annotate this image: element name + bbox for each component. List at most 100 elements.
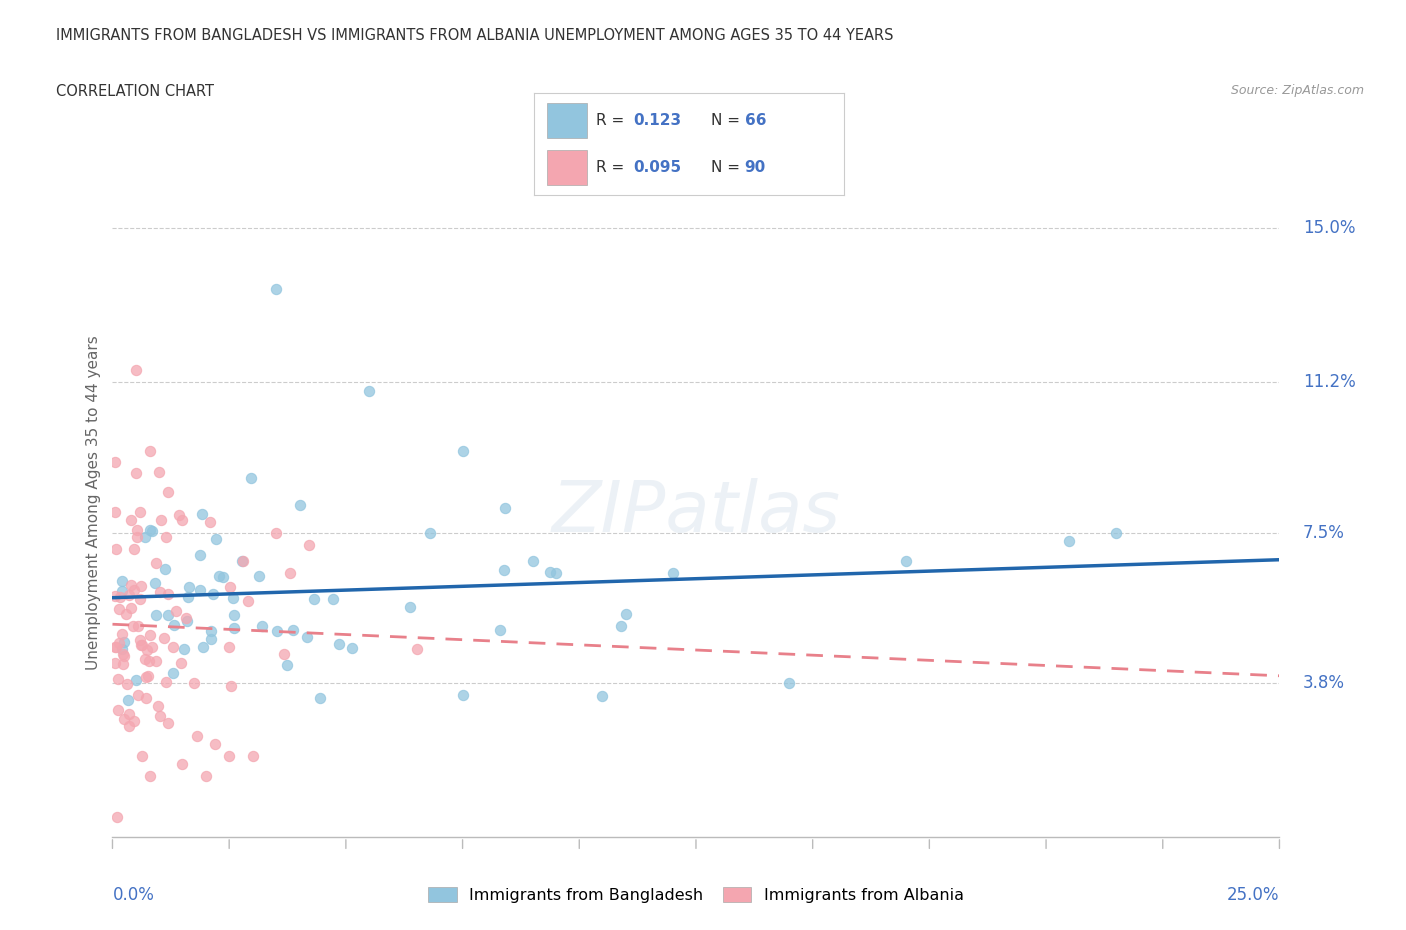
Point [177,579,200,594]
Point [186,728,208,743]
Point [145,654,167,669]
Text: R =: R = [596,113,630,128]
Text: Source: ZipAtlas.com: Source: ZipAtlas.com [1230,84,1364,97]
Point [406,642,429,657]
Point [135,690,157,705]
Point [304,591,326,606]
Point [104,640,127,655]
Point [145,556,167,571]
Point [200,631,222,646]
Point [276,658,298,672]
Point [231,554,253,569]
Point [120,601,142,616]
Point [191,507,214,522]
Text: IMMIGRANTS FROM BANGLADESH VS IMMIGRANTS FROM ALBANIA UNEMPLOYMENT AMONG AGES 35: IMMIGRANTS FROM BANGLADESH VS IMMIGRANTS… [56,28,894,43]
Point [398,600,420,615]
Point [128,632,150,647]
Point [149,709,172,724]
Point [157,716,180,731]
Point [340,641,363,656]
Point [522,553,544,568]
Point [129,592,152,607]
Point [163,618,186,632]
Point [204,532,226,547]
Point [149,585,172,600]
Point [247,568,270,583]
Point [198,515,221,530]
Point [544,565,567,580]
Point [122,582,145,597]
Point [591,688,613,703]
Point [105,542,128,557]
Point [538,565,561,579]
Point [118,588,141,603]
Point [188,548,211,563]
Point [278,565,301,580]
Point [232,553,254,568]
Point [359,383,381,398]
Point [156,607,179,622]
Point [295,630,318,644]
Point [135,643,157,658]
Y-axis label: Unemployment Among Ages 35 to 44 years: Unemployment Among Ages 35 to 44 years [86,335,101,670]
Point [309,690,332,705]
Text: 15.0%: 15.0% [1303,219,1355,237]
Point [322,591,344,606]
Point [173,642,195,657]
Point [111,583,134,598]
Point [127,618,149,633]
Point [135,670,157,684]
Point [143,576,166,591]
Point [120,578,142,592]
Point [194,769,217,784]
Point [183,675,205,690]
Point [115,677,138,692]
Point [129,578,152,593]
Point [207,569,229,584]
Point [127,688,149,703]
Point [1105,525,1128,540]
Point [112,711,135,726]
Point [139,769,162,784]
Point [288,498,311,512]
Point [242,749,264,764]
Bar [547,151,586,185]
Point [419,525,441,540]
Text: 11.2%: 11.2% [1303,374,1355,392]
Point [122,713,145,728]
Point [236,594,259,609]
Point [778,675,800,690]
Point [141,640,163,655]
Point [494,563,516,578]
Point [177,590,200,604]
Point [204,737,226,751]
Point [610,618,633,633]
Point [193,639,215,654]
Point [488,623,510,638]
Point [125,530,148,545]
Point [281,623,304,638]
Point [162,665,184,680]
Point [218,749,240,764]
Text: N =: N = [710,160,744,175]
Point [107,671,129,686]
Text: 66: 66 [745,113,766,128]
Point [222,607,245,622]
Point [149,512,172,527]
Point [129,637,152,652]
Text: 7.5%: 7.5% [1303,524,1344,541]
Bar [547,103,586,138]
Point [219,678,242,693]
Point [152,631,174,645]
Point [174,611,197,626]
Point [240,470,263,485]
Point [117,693,139,708]
Point [141,524,163,538]
Point [167,508,190,523]
Point [252,618,274,633]
Point [105,640,128,655]
Point [222,621,245,636]
Text: N =: N = [710,113,744,128]
Point [111,627,134,642]
Text: 90: 90 [745,160,766,175]
